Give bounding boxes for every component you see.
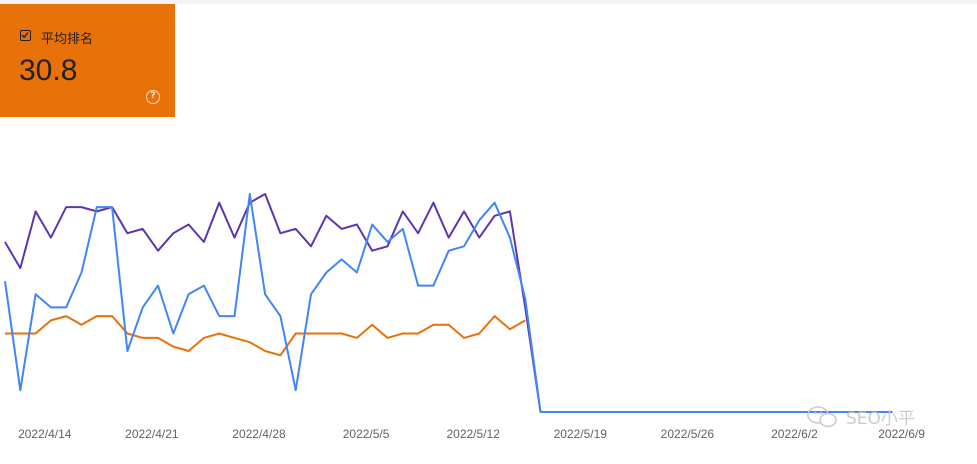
watermark: SEO小平 [806, 404, 915, 429]
x-tick-label: 2022/5/5 [343, 427, 390, 441]
top-strip [0, 0, 977, 4]
series-line-2 [5, 315, 526, 357]
x-tick-label: 2022/5/19 [554, 427, 608, 441]
x-tick-label: 2022/5/26 [661, 427, 715, 441]
wechat-logo-icon [807, 405, 837, 427]
metric-card-average-position[interactable]: 平均排名 30.8 ? [0, 4, 175, 117]
x-tick-label: 2022/4/21 [125, 427, 179, 441]
series-line-1 [4, 193, 893, 413]
x-axis-tick-labels: 2022/4/14 2022/4/21 2022/4/28 2022/5/5 2022/… [18, 427, 925, 441]
metric-label: 平均排名 [41, 32, 94, 47]
x-tick-label: 2022/6/2 [771, 427, 818, 441]
x-tick-label: 2022/5/12 [446, 427, 500, 441]
x-tick-label: 2022/6/9 [878, 427, 925, 441]
series-layer [4, 193, 893, 413]
metric-value: 30.8 [19, 54, 78, 87]
x-tick-label: 2022/4/14 [18, 427, 72, 441]
watermark-text: SEO小平 [846, 409, 915, 429]
series-line-0 [4, 193, 893, 413]
x-tick-label: 2022/4/28 [232, 427, 286, 441]
checkbox-checked-icon[interactable] [20, 30, 31, 41]
help-icon[interactable]: ? [146, 90, 160, 104]
